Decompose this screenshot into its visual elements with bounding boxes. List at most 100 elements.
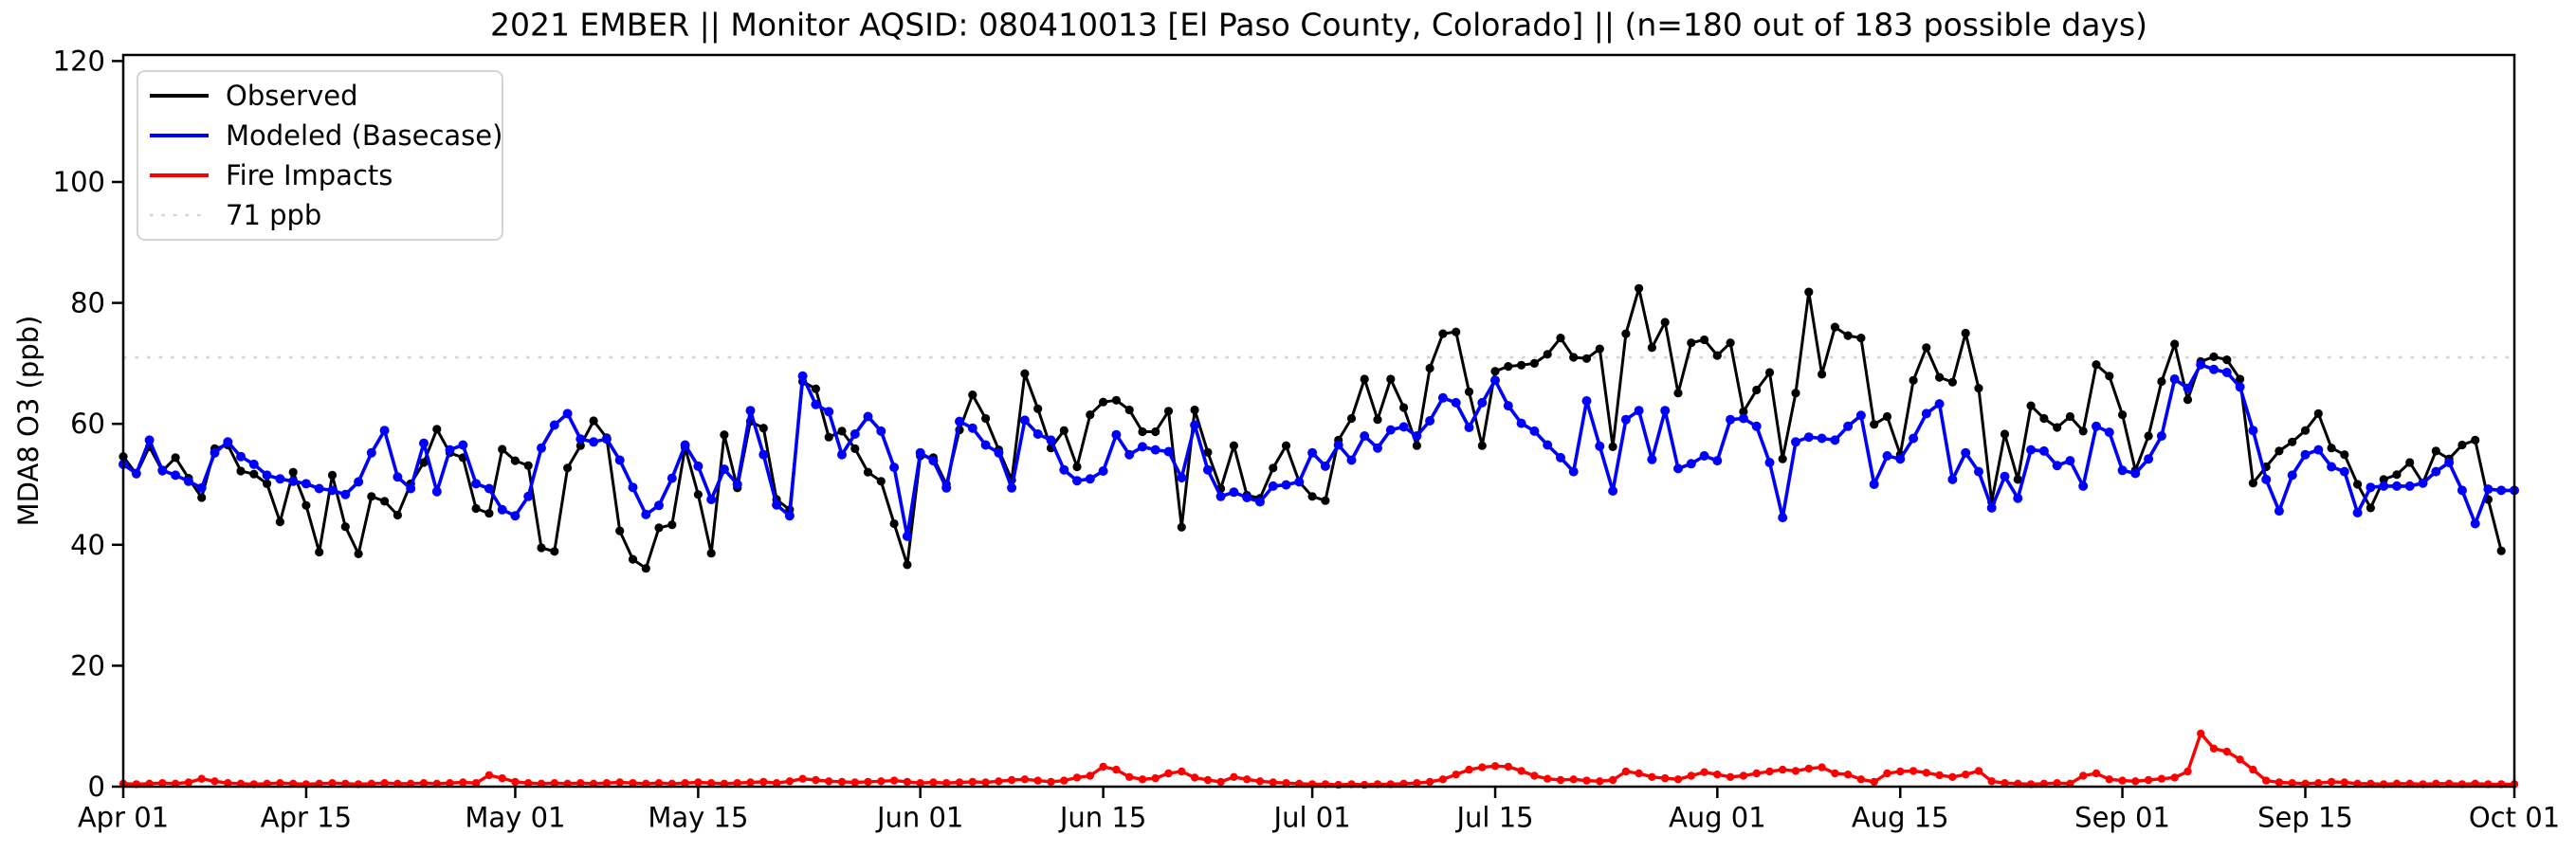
data-point	[327, 470, 338, 480]
data-point	[1163, 407, 1174, 416]
data-point	[2236, 755, 2244, 764]
data-point	[889, 463, 900, 473]
data-point	[340, 489, 351, 499]
data-point	[458, 440, 468, 450]
data-point	[2444, 458, 2455, 467]
data-point	[680, 440, 690, 450]
data-point	[210, 777, 219, 786]
data-point	[1699, 451, 1709, 461]
data-point	[446, 779, 454, 788]
data-point	[2169, 374, 2180, 384]
data-point	[380, 497, 390, 506]
data-point	[1764, 368, 1775, 377]
data-point	[367, 492, 376, 501]
data-point	[812, 775, 820, 785]
y-tick-label: 60	[70, 408, 105, 440]
data-point	[328, 779, 337, 788]
data-point	[1190, 405, 1199, 415]
data-point	[654, 779, 664, 788]
data-point	[224, 779, 232, 788]
data-point	[2118, 410, 2128, 420]
data-point	[1948, 772, 1957, 781]
data-point	[1164, 769, 1173, 778]
data-point	[2104, 427, 2114, 438]
y-tick-label: 80	[70, 287, 105, 319]
data-point	[1608, 486, 1618, 496]
data-point	[2353, 480, 2363, 489]
data-point	[2026, 401, 2036, 410]
data-point	[1804, 287, 1814, 297]
data-point	[2092, 360, 2101, 370]
data-point	[263, 479, 272, 488]
data-point	[2001, 779, 2009, 788]
data-point	[1909, 433, 1919, 444]
data-point	[824, 407, 834, 417]
data-point	[903, 777, 912, 787]
data-point	[262, 470, 272, 481]
data-point	[1177, 522, 1186, 532]
data-point	[1961, 447, 1971, 458]
data-point	[315, 547, 324, 557]
data-point	[379, 426, 390, 436]
data-point	[1059, 426, 1069, 435]
data-point	[2327, 444, 2336, 453]
data-point	[2026, 445, 2037, 455]
data-point	[1346, 413, 1357, 424]
data-point	[719, 464, 729, 475]
data-point	[2052, 461, 2062, 471]
data-point	[2275, 446, 2284, 456]
data-point	[2038, 445, 2049, 456]
data-point	[1373, 415, 1382, 425]
x-tick-label: Jul 01	[1272, 802, 1351, 834]
data-point	[825, 777, 833, 786]
data-point	[981, 778, 990, 787]
data-point	[758, 424, 768, 433]
data-point	[1490, 375, 1500, 386]
data-point	[1203, 447, 1213, 457]
data-point	[1765, 767, 1774, 776]
data-point	[772, 779, 781, 788]
data-point	[1986, 502, 1997, 513]
data-point	[1386, 374, 1396, 384]
data-point	[1712, 351, 1722, 360]
data-point	[550, 547, 559, 556]
data-point	[1020, 369, 1030, 378]
data-point	[1465, 765, 1473, 774]
data-point	[2248, 426, 2258, 436]
data-point	[1150, 445, 1160, 455]
data-point	[1242, 493, 1252, 502]
x-tick-label: Apr 01	[78, 802, 169, 834]
data-point	[1517, 360, 1526, 370]
data-point	[1791, 767, 1800, 775]
data-point	[733, 779, 741, 788]
data-point	[1346, 455, 1357, 465]
data-point	[1072, 476, 1082, 486]
data-point	[419, 779, 429, 788]
data-point	[1961, 328, 1970, 338]
data-point	[811, 384, 821, 393]
data-point	[2197, 729, 2205, 738]
data-point	[1595, 441, 1605, 451]
data-point	[2379, 475, 2388, 484]
data-point	[2183, 395, 2193, 405]
data-point	[1438, 775, 1448, 784]
data-point	[1712, 456, 1723, 466]
data-point	[1464, 423, 1474, 432]
data-point	[2471, 435, 2480, 445]
data-point	[1190, 420, 1200, 430]
chart-title: 2021 EMBER || Monitor AQSID: 080410013 […	[490, 7, 2147, 44]
data-point	[1216, 777, 1225, 787]
data-point	[2366, 482, 2376, 493]
data-point	[157, 465, 168, 476]
data-point	[798, 774, 807, 783]
data-point	[1544, 774, 1552, 783]
x-tick-label: Jun 15	[1058, 802, 1146, 834]
data-point	[510, 511, 521, 521]
data-point	[1412, 441, 1421, 450]
data-point	[720, 430, 729, 440]
data-point	[967, 423, 977, 433]
data-point	[1425, 416, 1435, 426]
x-tick-label: Jul 15	[1454, 802, 1533, 834]
data-point	[1909, 767, 1918, 775]
data-point	[1818, 763, 1826, 771]
